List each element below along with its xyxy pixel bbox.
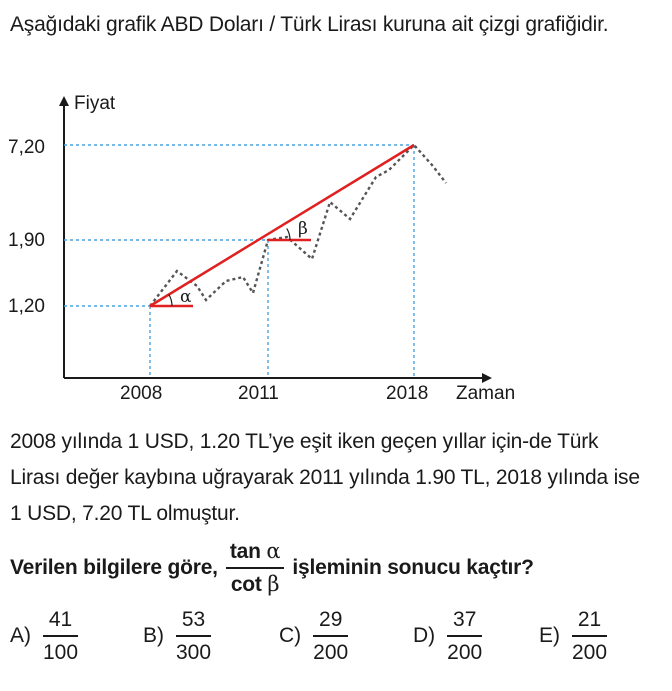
option-letter: B) (143, 624, 164, 647)
option-c[interactable]: C) 29 200 (279, 605, 354, 667)
question-line: Verilen bilgilere göre, tan α cot β işle… (10, 538, 660, 598)
y-tick-label: 1,20 (8, 296, 45, 317)
option-numerator: 37 (447, 608, 483, 637)
option-numerator: 21 (571, 608, 608, 637)
x-tick-label: 2008 (120, 383, 162, 404)
x-tick-label: 2011 (238, 383, 279, 404)
angle-label-beta: β (298, 219, 308, 239)
x-axis-label: Zaman (456, 383, 515, 404)
option-numerator: 29 (313, 608, 349, 637)
option-letter: C) (279, 624, 302, 647)
option-denominator: 200 (313, 640, 349, 664)
option-a[interactable]: A) 41 100 (10, 605, 84, 667)
intro-text: Aşağıdaki grafik ABD Doları / Türk Liras… (10, 13, 609, 36)
y-axis-label: Fiyat (74, 93, 116, 114)
x-tick-label: 2018 (386, 383, 428, 404)
line-chart: Fiyat Zaman 7,20 1,90 1,20 2008 2011 201… (8, 93, 515, 404)
question-prefix: Verilen bilgilere göre, (10, 556, 218, 579)
option-denominator: 100 (43, 640, 79, 664)
option-fraction: 53 300 (170, 608, 217, 665)
angle-arc-beta (286, 228, 291, 241)
option-fraction: 21 200 (566, 608, 613, 665)
option-fraction: 41 100 (37, 608, 84, 665)
option-e[interactable]: E) 21 200 (539, 605, 613, 667)
option-denominator: 200 (447, 640, 483, 664)
question-suffix: işleminin sonucu kaçtır? (292, 556, 534, 579)
option-denominator: 200 (572, 640, 608, 664)
option-numerator: 41 (42, 608, 79, 637)
option-letter: E) (539, 624, 560, 647)
trend-line (149, 143, 415, 308)
fraction-denominator: cot β (227, 569, 284, 597)
y-tick-label: 1,90 (8, 230, 45, 251)
option-b[interactable]: B) 53 300 (143, 605, 217, 667)
option-letter: A) (10, 624, 31, 647)
cot-function: cot (230, 573, 262, 596)
tan-over-cot-fraction: tan α cot β (225, 539, 285, 597)
beta-symbol: β (267, 572, 280, 596)
tan-function: tan (229, 540, 261, 563)
option-numerator: 53 (175, 608, 212, 637)
option-fraction: 29 200 (307, 608, 354, 665)
angle-arc-alpha (168, 294, 173, 307)
option-denominator: 300 (176, 640, 212, 664)
info-paragraph: 2008 yılında 1 USD, 1.20 TL’ye eşit iken… (10, 430, 640, 525)
option-letter: D) (413, 624, 436, 647)
price-curve (149, 143, 447, 307)
angle-label-alpha: α (180, 287, 192, 307)
option-fraction: 37 200 (441, 608, 488, 665)
option-d[interactable]: D) 37 200 (413, 605, 488, 667)
alpha-symbol: α (266, 539, 281, 563)
answer-options: A) 41 100 B) 53 300 C) 29 200 D) 37 200 … (0, 605, 672, 667)
y-tick-label: 7,20 (8, 137, 45, 158)
fraction-numerator: tan α (225, 539, 285, 569)
